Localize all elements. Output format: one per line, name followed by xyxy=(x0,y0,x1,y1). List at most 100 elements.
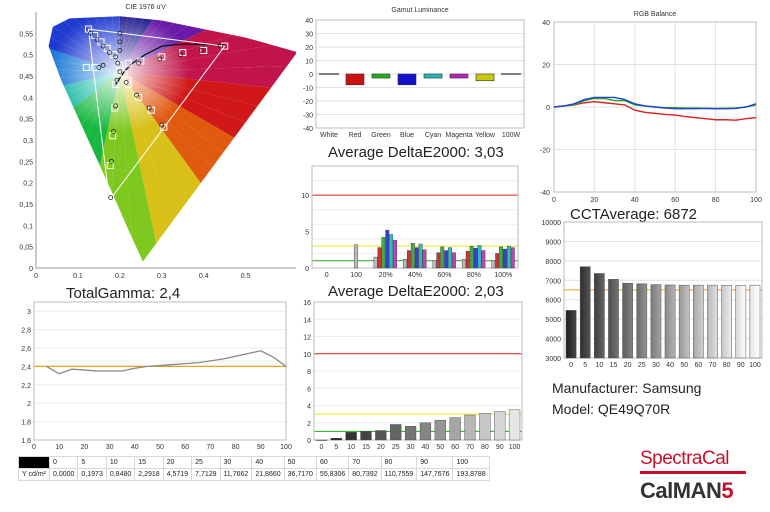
measured-point xyxy=(111,129,116,134)
delta-e-bar xyxy=(449,417,461,441)
cct-bar xyxy=(678,284,690,359)
y-tick-label: 2,8 xyxy=(21,328,31,335)
delta-e-bar xyxy=(403,259,407,269)
x-tick-label: 30 xyxy=(407,444,415,451)
y-tick-label: 0 xyxy=(307,438,311,445)
delta-e-bar xyxy=(330,438,342,441)
cct-bar xyxy=(707,284,718,359)
x-tick-label: White xyxy=(320,132,338,139)
x-tick-label: 5 xyxy=(334,444,338,451)
plot-frame xyxy=(563,221,763,359)
manufacturer-label: Manufacturer: Samsung xyxy=(552,380,702,396)
measured-point xyxy=(100,43,106,49)
x-tick-label: 80 xyxy=(232,444,240,451)
measured-point xyxy=(159,122,165,128)
y-tick-label: -40 xyxy=(303,126,313,133)
measured-point xyxy=(157,56,163,62)
cct-bar xyxy=(721,285,732,359)
measured-point xyxy=(218,43,223,49)
level-header-cell: 20 xyxy=(162,456,193,469)
calman-logo-version: 5 xyxy=(721,478,734,503)
x-tick-label: 80 xyxy=(481,444,489,451)
y-tick-label: 40 xyxy=(542,20,550,27)
chart-title: RGB Balance xyxy=(634,11,677,18)
y-tick-label: 0 xyxy=(29,266,33,273)
x-tick-label: 30 xyxy=(652,362,660,369)
x-tick-label: 0 xyxy=(552,197,556,204)
measured-point xyxy=(88,30,93,36)
measured-point xyxy=(199,48,205,53)
delta-e-bar xyxy=(448,247,452,269)
measured-point xyxy=(117,30,123,36)
y-tick-label: 2,4 xyxy=(21,364,31,371)
locus-sector xyxy=(119,71,298,222)
locus-sector xyxy=(119,57,298,114)
x-tick-label: 60 xyxy=(671,197,679,204)
x-tick-label: 0 xyxy=(569,362,573,369)
y-tick-label: 0 xyxy=(546,105,550,112)
x-tick-label: 15 xyxy=(362,444,370,451)
delta-e-bar xyxy=(506,245,511,269)
delta-e-bar xyxy=(390,424,402,441)
luminance-value-cell: 193,8788 xyxy=(452,468,490,481)
cct-average-title: CCTAverage: 6872 xyxy=(570,206,698,223)
x-tick-label: 40 xyxy=(422,444,430,451)
x-tick-label: 100 xyxy=(509,444,521,451)
delta-e-bar xyxy=(469,245,474,269)
x-tick-label: 40% xyxy=(408,272,422,279)
delta-e-bar xyxy=(360,431,372,441)
gamma-chart: 1,61,822,22,42,62,830 10 20 30 40 50 60 70 80 90 1… xyxy=(21,301,292,451)
logo-divider xyxy=(640,471,746,474)
measured-point xyxy=(123,80,129,85)
y-tick-label: 0,35 xyxy=(19,117,33,124)
y-tick-label: 10 xyxy=(305,59,313,66)
measured-point xyxy=(117,39,123,45)
x-tick-label: 60 xyxy=(451,444,459,451)
y-tick-label: -20 xyxy=(303,99,313,106)
color-delta-e-panel: 0 5 10 0 100 20% 40% 60% 80% 100% xyxy=(296,162,526,280)
x-tick-label: Yellow xyxy=(475,132,496,139)
measured-point xyxy=(117,69,123,75)
level-header-cell: 50 xyxy=(283,456,317,469)
target-point xyxy=(109,132,117,140)
x-tick-label: 0,5 xyxy=(241,273,251,278)
x-tick-label: 10 xyxy=(347,444,355,451)
luminance-value-cell: 36,7170 xyxy=(283,468,317,481)
target-point xyxy=(120,70,128,78)
target-point xyxy=(97,38,105,46)
measured-point xyxy=(115,60,121,66)
y-tick-label: 30 xyxy=(305,32,313,39)
level-header-cell: 60 xyxy=(315,456,350,469)
y-tick-label: 0,45 xyxy=(19,74,33,81)
cct-panel: 3000 4000 5000 6000 7000 8000 9000 10000 0 5 10 15 2… xyxy=(530,214,770,370)
target-point xyxy=(221,42,229,50)
x-tick-label: 60 xyxy=(181,444,189,451)
luminance-table-values: Y cd/m² 0,0000 0,1973 0,8480 2,2918 4,5719 7,7… xyxy=(18,468,490,481)
x-tick-label: 10 xyxy=(595,362,603,369)
y-tick-label: 20 xyxy=(542,63,550,70)
delta-e-bar xyxy=(461,259,466,269)
x-tick-label: Cyan xyxy=(425,132,441,139)
locus-sector xyxy=(119,71,298,169)
gamut-bar xyxy=(345,73,365,86)
y-tick-label: 0,25 xyxy=(19,159,33,166)
measured-point xyxy=(113,54,119,60)
level-header-cell: 0 xyxy=(48,456,79,469)
delta-e-bar xyxy=(422,249,427,269)
x-tick-label: 20 xyxy=(624,362,632,369)
luminance-value-cell: 2,2918 xyxy=(134,468,164,481)
cct-chart: 3000 4000 5000 6000 7000 8000 9000 10000 0 5 10 15 2… xyxy=(542,220,763,369)
grayscale-delta-e-panel: 0 2 4 6 8 10 12 14 16 0 5 10 15 20 25 30 40 50 60 70 80 90 100 xyxy=(296,300,530,455)
x-tick-label: 100 xyxy=(350,272,362,279)
x-tick-label: 90 xyxy=(496,444,504,451)
x-tick-label: 50 xyxy=(436,444,444,451)
delta-e-bar xyxy=(452,252,456,269)
x-tick-label: 0 xyxy=(325,272,329,279)
delta-e-bar xyxy=(464,414,476,441)
model-label: Model: QE49Q70R xyxy=(552,401,671,417)
y-tick-label: 6000 xyxy=(545,298,561,305)
y-tick-label: 1,8 xyxy=(21,420,31,427)
target-point xyxy=(91,63,99,71)
x-tick-label: Magenta xyxy=(445,132,472,139)
luminance-value-cell: 80,7392 xyxy=(348,468,382,481)
